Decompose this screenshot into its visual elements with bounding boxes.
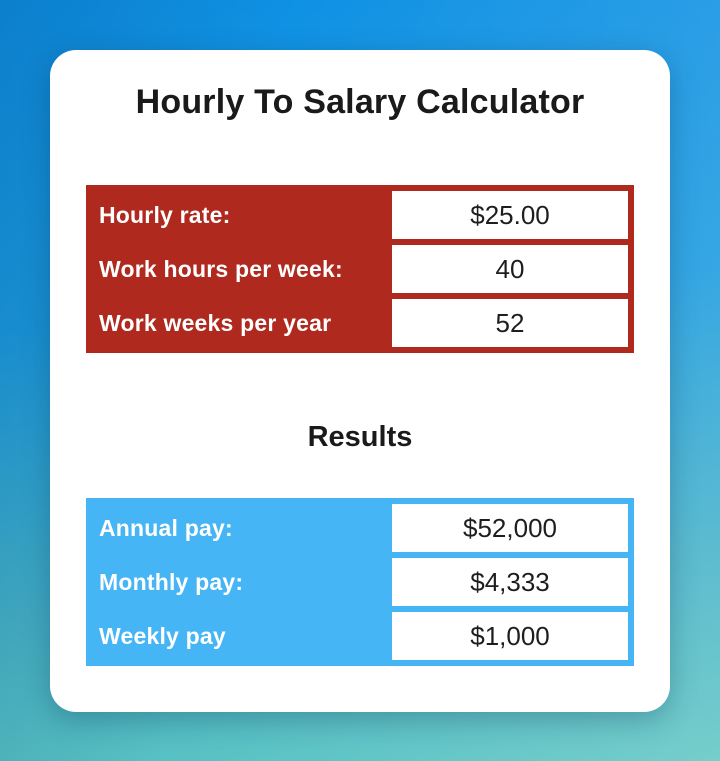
weekly-pay-value: $1,000 xyxy=(392,612,628,660)
weeks-per-year-label: Work weeks per year xyxy=(99,309,332,336)
weeks-per-year-input[interactable] xyxy=(392,299,628,347)
hourly-rate-field-box xyxy=(392,191,628,239)
hourly-rate-input[interactable] xyxy=(392,191,628,239)
weekly-pay-label: Weekly pay xyxy=(99,622,226,649)
result-row-weekly-pay: Weekly pay $1,000 xyxy=(92,612,628,660)
input-row-hours-per-week: Work hours per week: xyxy=(92,245,628,293)
input-row-weeks-per-year: Work weeks per year xyxy=(92,299,628,347)
input-table: Hourly rate: Work hours per week: Work w… xyxy=(86,185,634,353)
hours-per-week-label: Work hours per week: xyxy=(99,255,343,282)
input-row-hourly-rate: Hourly rate: xyxy=(92,191,628,239)
annual-pay-label: Annual pay: xyxy=(99,514,233,541)
monthly-pay-label: Monthly pay: xyxy=(99,568,244,595)
hourly-rate-label: Hourly rate: xyxy=(99,201,231,228)
result-row-monthly-pay: Monthly pay: $4,333 xyxy=(92,558,628,606)
page-title: Hourly To Salary Calculator xyxy=(135,83,585,121)
results-table: Annual pay: $52,000 Monthly pay: $4,333 … xyxy=(86,498,634,666)
result-row-annual-pay: Annual pay: $52,000 xyxy=(92,504,628,552)
weeks-per-year-field-box xyxy=(392,299,628,347)
monthly-pay-value: $4,333 xyxy=(392,558,628,606)
calculator-card: Hourly To Salary Calculator Hourly rate:… xyxy=(50,50,670,712)
results-heading: Results xyxy=(307,421,413,453)
hours-per-week-input[interactable] xyxy=(392,245,628,293)
hours-per-week-field-box xyxy=(392,245,628,293)
annual-pay-value: $52,000 xyxy=(392,504,628,552)
